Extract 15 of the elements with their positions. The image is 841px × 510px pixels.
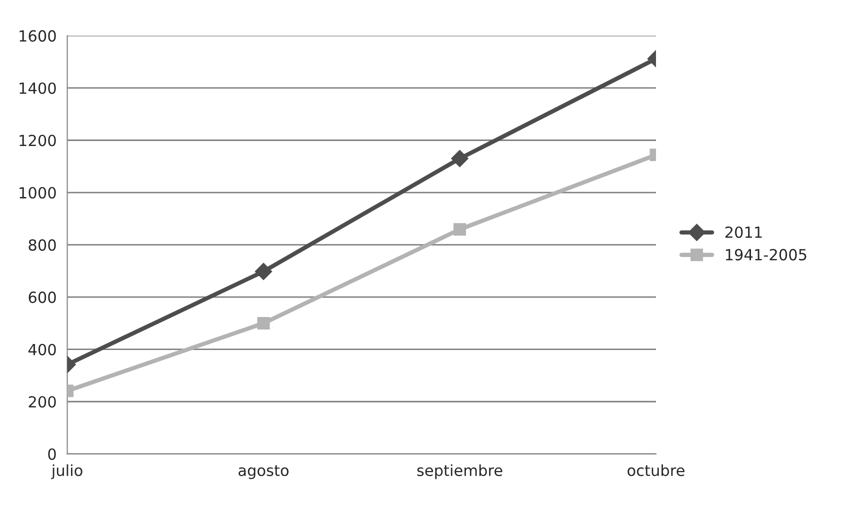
x-tick-label: octubre <box>628 464 684 476</box>
x-tick-label: septiembre <box>417 464 502 480</box>
y-tick-label: 1000 <box>20 186 56 199</box>
y-tick-label: 200 <box>28 396 56 408</box>
legend-label: 2011 <box>725 226 762 238</box>
y-tick-label: 400 <box>28 344 56 356</box>
y-tick-label: 1600 <box>20 30 56 42</box>
legend-label: 1941-2005 <box>726 248 806 260</box>
y-tick-label: 800 <box>28 239 56 251</box>
y-tick-label: 1200 <box>20 134 56 146</box>
x-tick-label: agosto <box>238 465 289 480</box>
x-tick-label: julio <box>51 464 82 480</box>
y-tick-label: 1400 <box>20 82 56 94</box>
y-tick-label: 600 <box>28 292 56 304</box>
y-tick-label: 0 <box>48 448 56 460</box>
